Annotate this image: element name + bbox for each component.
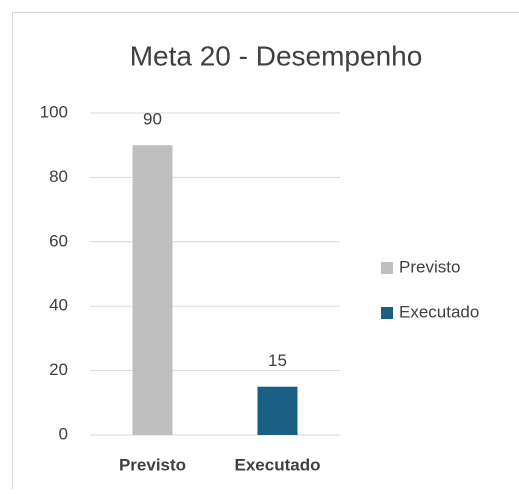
data-label: 90 <box>143 110 162 129</box>
legend-label: Executado <box>399 302 479 321</box>
x-tick-label: Previsto <box>119 455 186 474</box>
y-tick-label: 100 <box>40 102 68 121</box>
y-tick-label: 80 <box>49 167 68 186</box>
chart-title: Meta 20 - Desempenho <box>130 40 423 71</box>
legend-label: Previsto <box>399 257 460 276</box>
legend-swatch <box>381 307 393 319</box>
bar <box>258 387 298 435</box>
legend-swatch <box>381 262 393 274</box>
y-tick-label: 20 <box>49 360 68 379</box>
y-tick-label: 60 <box>49 231 68 250</box>
data-label: 15 <box>268 351 287 370</box>
y-tick-label: 0 <box>59 424 68 443</box>
x-tick-label: Executado <box>235 455 321 474</box>
y-tick-label: 40 <box>49 296 68 315</box>
bar <box>133 145 173 435</box>
